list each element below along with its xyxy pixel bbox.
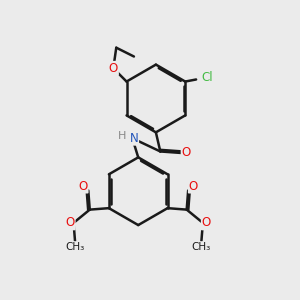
Text: O: O xyxy=(78,180,88,193)
Text: O: O xyxy=(202,216,211,230)
Text: Cl: Cl xyxy=(202,70,213,84)
Text: O: O xyxy=(182,146,191,159)
Text: CH₃: CH₃ xyxy=(65,242,85,252)
Text: O: O xyxy=(65,216,75,230)
Text: N: N xyxy=(129,132,138,145)
Text: O: O xyxy=(189,180,198,193)
Text: CH₃: CH₃ xyxy=(192,242,211,252)
Text: H: H xyxy=(118,131,126,141)
Text: O: O xyxy=(109,62,118,75)
